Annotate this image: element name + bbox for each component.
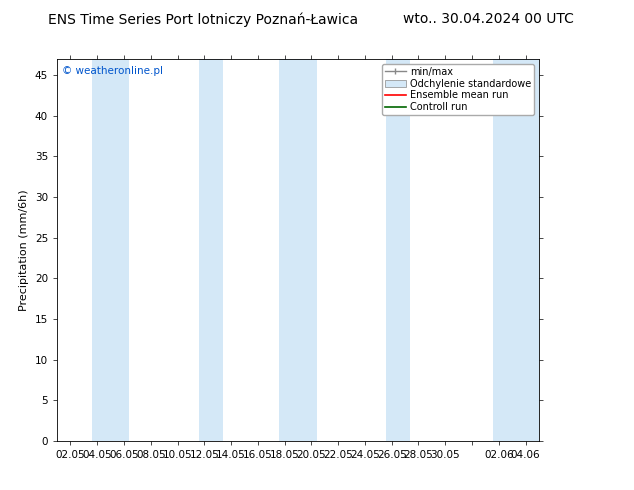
Text: © weatheronline.pl: © weatheronline.pl [62,67,163,76]
Bar [199,59,223,441]
Bar [493,59,539,441]
Y-axis label: Precipitation (mm/6h): Precipitation (mm/6h) [19,189,29,311]
Bar [279,59,317,441]
Legend: min/max, Odchylenie standardowe, Ensemble mean run, Controll run: min/max, Odchylenie standardowe, Ensembl… [382,64,534,115]
Bar [386,59,410,441]
Text: wto.. 30.04.2024 00 UTC: wto.. 30.04.2024 00 UTC [403,12,574,26]
Bar [92,59,129,441]
Text: ENS Time Series Port lotniczy Poznań-Ławica: ENS Time Series Port lotniczy Poznań-Ław… [48,12,358,27]
